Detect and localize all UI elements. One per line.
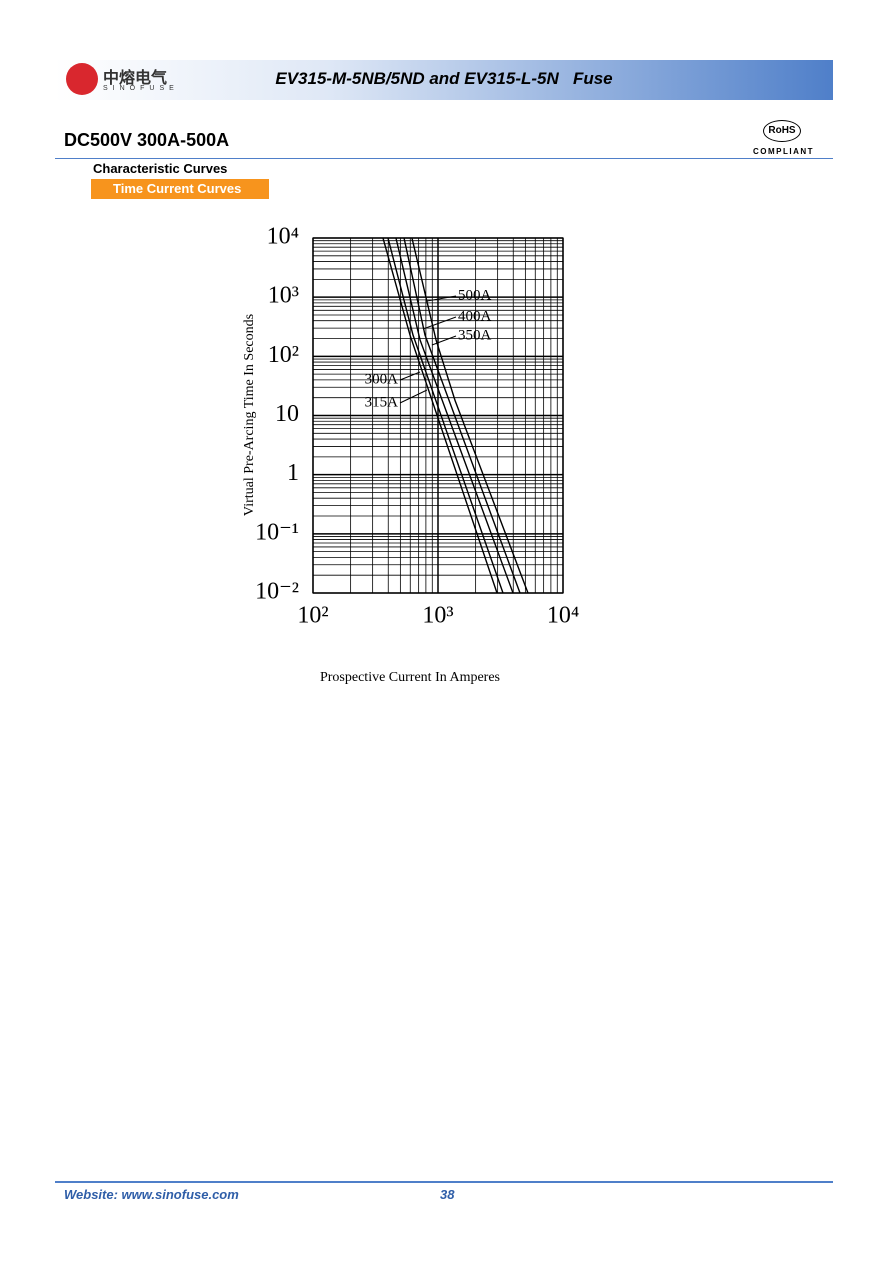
logo-mark <box>66 63 98 95</box>
curve-label: 350A <box>458 327 492 343</box>
rohs-badge: RoHS <box>763 120 801 142</box>
y-tick-label: 10⁻² <box>255 579 299 605</box>
page-number: 38 <box>440 1187 455 1202</box>
curve <box>411 237 529 594</box>
y-axis-label: Virtual Pre-Arcing Time In Seconds <box>242 314 257 516</box>
curve-label: 315A <box>365 394 399 410</box>
curve <box>403 237 521 594</box>
label-leader <box>399 389 428 404</box>
rule <box>55 158 833 159</box>
x-axis-label: Prospective Current In Amperes <box>320 670 500 685</box>
footer-website: Website: www.sinofuse.com <box>64 1187 239 1202</box>
logo-text: 中熔电气 <box>103 70 168 87</box>
logo-subtext: SINOFUSE <box>103 85 179 92</box>
header-bar <box>55 60 833 100</box>
chart: Prospective Current In Amperes Virtual P… <box>242 225 579 685</box>
footer-rule <box>55 1181 833 1183</box>
y-tick-label: 10 <box>275 401 299 427</box>
label-leader <box>422 316 457 330</box>
curve <box>395 237 514 594</box>
y-tick-label: 10⁴ <box>267 225 299 250</box>
tab-label: Time Current Curves <box>91 179 269 199</box>
curve <box>387 237 504 594</box>
section-heading: DC500V 300A-500A <box>64 130 230 150</box>
curve-label: 500A <box>458 287 492 303</box>
y-tick-label: 10⁻¹ <box>255 519 299 545</box>
y-tick-label: 10² <box>268 342 299 368</box>
label-leader <box>399 371 421 381</box>
curve-label: 300A <box>365 371 399 387</box>
x-tick-label: 10³ <box>422 603 453 629</box>
compliant-text: COMPLIANT <box>753 147 815 156</box>
header-title: EV315-M-5NB/5ND and EV315-L-5N Fuse <box>275 69 613 88</box>
subheading: Characteristic Curves <box>93 161 228 176</box>
curve <box>382 237 498 594</box>
curve-label: 400A <box>458 308 492 324</box>
y-tick-label: 10³ <box>268 283 299 309</box>
y-tick-label: 1 <box>287 460 299 486</box>
x-tick-label: 10² <box>297 603 328 629</box>
label-leader <box>426 295 457 302</box>
x-tick-label: 10⁴ <box>547 603 579 629</box>
label-leader <box>431 335 457 346</box>
